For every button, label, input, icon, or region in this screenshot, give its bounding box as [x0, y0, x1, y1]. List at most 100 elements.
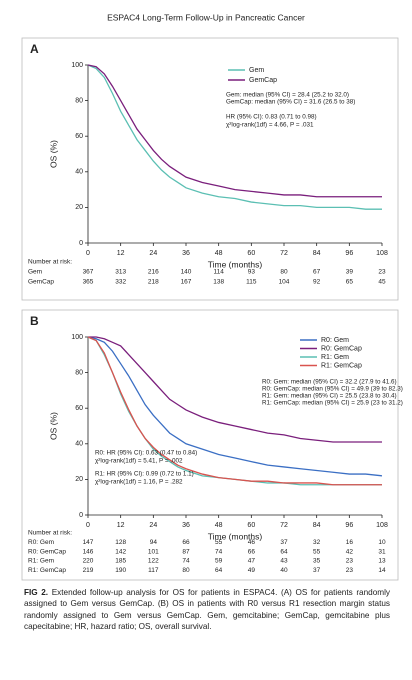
x-tick-label: 24	[149, 250, 157, 257]
risk-count: 66	[182, 539, 190, 546]
x-tick-label: 96	[345, 522, 353, 529]
caption: FIG 2. Extended follow-up analysis for O…	[24, 587, 390, 633]
risk-count: 115	[246, 279, 257, 286]
risk-count: 114	[213, 269, 224, 276]
risk-count: 59	[215, 558, 223, 565]
survival-curve	[87, 336, 383, 477]
x-tick-label: 12	[117, 522, 125, 529]
x-tick-label: 12	[117, 250, 125, 257]
x-tick-label: 84	[313, 250, 321, 257]
risk-count: 31	[378, 548, 386, 555]
annotation: χ²log-rank(1df) = 4.66, P = .031	[226, 122, 314, 129]
risk-count: 128	[115, 539, 126, 546]
legend-label: GemCap	[249, 77, 277, 84]
x-tick-label: 108	[376, 250, 388, 257]
risk-count: 219	[83, 567, 94, 574]
risk-count: 23	[378, 269, 386, 276]
risk-count: 13	[378, 558, 386, 565]
survival-curve	[87, 336, 382, 486]
risk-count: 117	[148, 567, 159, 574]
risk-count: 55	[215, 539, 223, 546]
risk-count: 138	[213, 279, 224, 286]
x-axis-label: Time (months)	[208, 259, 263, 269]
risk-row-name: R0: Gem	[28, 539, 54, 546]
risk-row-name: GemCap	[28, 279, 54, 286]
legend-label: R0: GemCap	[321, 345, 362, 352]
caption-text: Extended follow-up analysis for OS for p…	[24, 588, 390, 632]
risk-count: 23	[346, 567, 354, 574]
survival-curve	[87, 64, 382, 198]
annotation: Gem: median (95% CI) = 28.4 (25.2 to 32.…	[226, 92, 349, 99]
risk-count: 365	[83, 279, 94, 286]
risk-count: 190	[115, 567, 126, 574]
survival-curve	[88, 336, 382, 443]
risk-row-name: R1: GemCap	[28, 567, 66, 574]
risk-count: 64	[280, 548, 288, 555]
y-tick-label: 40	[75, 169, 83, 176]
y-tick-label: 80	[75, 369, 83, 376]
risk-row-name: Gem	[28, 269, 42, 276]
risk-count: 10	[378, 539, 386, 546]
survival-curve	[87, 336, 382, 486]
x-axis-label: Time (months)	[208, 531, 263, 541]
risk-table-title: Number at risk:	[28, 530, 72, 537]
risk-count: 45	[378, 279, 386, 286]
x-tick-label: 0	[86, 250, 90, 257]
x-tick-label: 72	[280, 250, 288, 257]
risk-count: 64	[215, 567, 223, 574]
risk-count: 16	[346, 539, 354, 546]
x-tick-label: 72	[280, 522, 288, 529]
y-tick-label: 100	[71, 334, 83, 341]
risk-count: 140	[181, 269, 192, 276]
risk-count: 104	[279, 279, 290, 286]
annotation: χ²log-rank(1df) = 5.41, P = .002	[95, 458, 183, 465]
x-tick-label: 60	[247, 250, 255, 257]
risk-count: 14	[378, 567, 386, 574]
y-tick-label: 80	[75, 97, 83, 104]
risk-count: 55	[313, 548, 321, 555]
legend-label: R0: Gem	[321, 337, 349, 344]
risk-count: 87	[182, 548, 190, 555]
risk-row-name: R0: GemCap	[28, 548, 66, 555]
risk-count: 49	[248, 567, 256, 574]
risk-count: 74	[215, 548, 223, 555]
risk-count: 42	[346, 548, 354, 555]
x-tick-label: 0	[86, 522, 90, 529]
risk-count: 218	[148, 279, 159, 286]
risk-count: 43	[280, 558, 288, 565]
y-tick-label: 60	[75, 405, 83, 412]
annotation: R0: HR (95% CI): 0.63 (0.47 to 0.84)	[95, 450, 197, 457]
risk-count: 47	[248, 558, 256, 565]
y-tick-label: 20	[75, 204, 83, 211]
annotation: GemCap: median (95% CI) = 31.6 (26.5 to …	[226, 99, 355, 106]
panel-box	[21, 309, 399, 581]
risk-count: 332	[115, 279, 126, 286]
header-title: ESPAC4 Long-Term Follow-Up in Pancreatic…	[107, 12, 305, 22]
y-axis-label: OS (%)	[48, 412, 58, 440]
annotation: HR (95% CI): 0.83 (0.71 to 0.98)	[226, 114, 317, 121]
legend-label: R1: GemCap	[321, 362, 362, 369]
risk-count: 37	[280, 539, 288, 546]
annotation: χ²log-rank(1df) = 1.16, P = .282	[95, 479, 183, 486]
annotation: R1: HR (95% CI): 0.99 (0.72 to 1.1)	[95, 471, 194, 478]
annotation: R1: GemCap: median (95% CI) = 25.9 (23 t…	[262, 400, 403, 407]
x-tick-label: 108	[376, 522, 388, 529]
risk-count: 185	[115, 558, 126, 565]
risk-count: 39	[346, 269, 354, 276]
y-tick-label: 60	[75, 133, 83, 140]
risk-count: 23	[346, 558, 354, 565]
annotation: R1: Gem: median (95% CI) = 25.5 (23.8 to…	[262, 393, 397, 400]
annotation: R0: Gem: median (95% CI) = 32.2 (27.9 to…	[262, 379, 397, 386]
caption-label: FIG 2.	[24, 588, 49, 597]
risk-count: 74	[182, 558, 190, 565]
risk-count: 67	[313, 269, 321, 276]
y-tick-label: 40	[75, 441, 83, 448]
panel-label: B	[30, 314, 39, 328]
figure: ESPAC4 Long-Term Follow-Up in Pancreatic…	[21, 12, 403, 581]
panel-label: A	[30, 42, 39, 56]
risk-count: 40	[280, 567, 288, 574]
risk-count: 66	[248, 548, 256, 555]
x-tick-label: 84	[313, 522, 321, 529]
risk-count: 367	[83, 269, 94, 276]
